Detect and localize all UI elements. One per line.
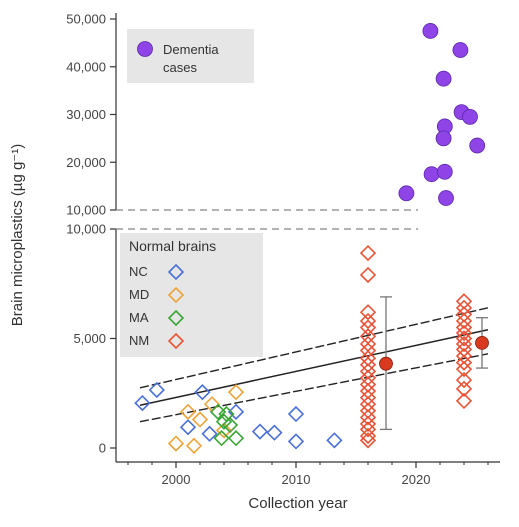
legend-label-md: MD — [129, 287, 149, 302]
point-nm — [359, 409, 377, 426]
point-nm — [359, 312, 377, 330]
point-md — [227, 384, 245, 401]
point-nc — [227, 403, 245, 420]
point-nm — [359, 421, 377, 438]
point-nm — [359, 304, 377, 321]
point-nm — [359, 244, 377, 262]
y-axis-label: Brain microplastics (µg g⁻¹) — [9, 144, 26, 326]
x-tick-label: 2020 — [402, 472, 431, 487]
point-nm — [455, 361, 473, 378]
point-nm — [455, 324, 473, 342]
point-nc — [287, 405, 305, 423]
legend-marker-md — [167, 286, 185, 304]
normal-legend-title: Normal brains — [129, 238, 216, 254]
dementia-legend-label: cases — [163, 60, 197, 75]
lower-y-tick-label: 5,000 — [73, 331, 106, 346]
x-tick-label: 2010 — [282, 472, 311, 487]
point-ma — [227, 430, 245, 447]
dementia-point — [462, 108, 478, 125]
legend-label-nc: NC — [129, 264, 148, 279]
upper-y-tick-label: 40,000 — [66, 59, 106, 74]
x-tick-label: 2000 — [162, 472, 191, 487]
point-nm — [455, 392, 473, 410]
point-md — [167, 435, 185, 452]
point-nc — [326, 432, 343, 449]
point-nm — [455, 335, 473, 353]
point-nm — [359, 427, 377, 445]
x-axis-label: Collection year — [248, 495, 347, 512]
lower-y-tick-label: 0 — [99, 441, 106, 456]
regression-ci-low-line — [139, 353, 489, 423]
point-nc — [287, 433, 305, 450]
upper-y-tick-label: 20,000 — [66, 155, 106, 170]
point-ma — [213, 430, 230, 447]
legend-marker-nc — [167, 263, 185, 281]
point-nm — [455, 319, 473, 336]
point-md — [179, 403, 197, 420]
point-nc — [148, 381, 165, 399]
dementia-legend-marker — [137, 41, 153, 57]
dementia-point — [436, 163, 453, 180]
point-nm — [359, 432, 377, 449]
upper-y-tick-label: 50,000 — [66, 12, 106, 27]
point-nm — [455, 330, 473, 347]
legend-label-nm: NM — [129, 333, 149, 348]
point-ma — [221, 416, 239, 434]
dementia-point — [469, 137, 486, 154]
point-md — [191, 411, 209, 428]
dementia-point — [435, 70, 452, 87]
point-md — [185, 437, 203, 454]
legend-label-ma: MA — [129, 310, 149, 325]
dementia-point — [438, 190, 454, 206]
point-nc — [179, 419, 197, 436]
lower-y-tick-label: 10,000 — [66, 222, 106, 237]
point-ma — [209, 403, 227, 420]
dementia-point — [435, 130, 452, 147]
upper-y-tick-label: 10,000 — [66, 203, 106, 218]
point-nm — [359, 266, 377, 284]
group-mean-point — [379, 356, 393, 371]
point-nc — [194, 384, 211, 401]
legend-marker-ma — [167, 309, 185, 327]
point-md — [215, 422, 233, 439]
dementia-legend-label: Dementia — [163, 42, 219, 57]
point-nm — [359, 415, 377, 433]
point-nm — [455, 354, 473, 371]
point-nm — [455, 371, 473, 389]
dementia-point — [398, 185, 415, 202]
legend-marker-nm — [167, 332, 185, 350]
upper-y-tick-label: 30,000 — [66, 107, 106, 122]
point-nm — [455, 380, 473, 398]
point-nc — [251, 423, 269, 440]
dementia-point — [423, 166, 440, 183]
group-mean-point — [475, 335, 489, 350]
dementia-point — [452, 42, 469, 58]
point-nc — [266, 424, 283, 441]
dementia-point — [422, 23, 439, 39]
point-ma — [218, 405, 235, 423]
normal-legend-box — [120, 233, 263, 357]
regression-fit-line — [139, 329, 489, 407]
point-nc — [201, 425, 218, 442]
point-nc — [134, 394, 151, 412]
point-nm — [455, 312, 473, 330]
point-nm — [359, 319, 377, 336]
